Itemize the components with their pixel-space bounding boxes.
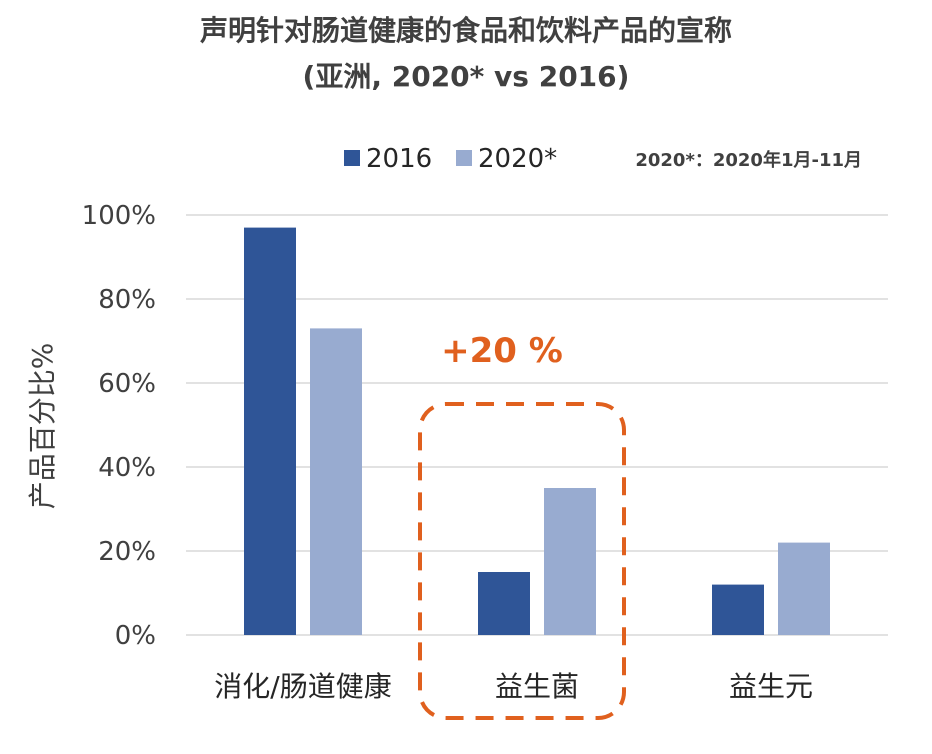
y-tick-label: 80% [98, 285, 156, 315]
bar-2016-0 [244, 227, 296, 635]
legend-label-2016: 2016 [366, 144, 432, 174]
category-label: 益生菌 [495, 670, 579, 703]
y-axis-label: 产品百分比% [26, 343, 59, 510]
bars [244, 227, 830, 635]
chart-subtitle: (亚洲, 2020* vs 2016) [303, 60, 630, 93]
category-label: 消化/肠道健康 [214, 670, 391, 703]
y-tick-label: 40% [98, 453, 156, 483]
chart-title: 声明针对肠道健康的食品和饮料产品的宣称 [200, 14, 732, 47]
category-label: 益生元 [729, 670, 813, 703]
bar-2016-2 [712, 584, 764, 635]
bar-2020-2 [778, 542, 830, 635]
y-tick-label: 0% [115, 621, 156, 651]
y-tick-label: 20% [98, 537, 156, 567]
bar-2020-0 [310, 328, 362, 635]
callout-label: +20 % [441, 331, 563, 371]
date-range-note: 2020*：2020年1月-11月 [635, 149, 862, 171]
y-tick-labels: 0% 20% 40% 60% 80% 100% [82, 201, 156, 651]
category-labels: 消化/肠道健康 益生菌 益生元 [214, 670, 813, 703]
gridlines [186, 214, 888, 636]
legend-swatch-2016 [344, 150, 360, 166]
bar-2020-1 [544, 488, 596, 635]
y-tick-label: 100% [82, 201, 156, 231]
bar-2016-1 [478, 572, 530, 635]
highlight-box [418, 402, 626, 720]
legend: 2016 2020* [344, 144, 557, 174]
legend-swatch-2020 [456, 150, 472, 166]
y-tick-label: 60% [98, 369, 156, 399]
legend-label-2020: 2020* [478, 144, 557, 174]
